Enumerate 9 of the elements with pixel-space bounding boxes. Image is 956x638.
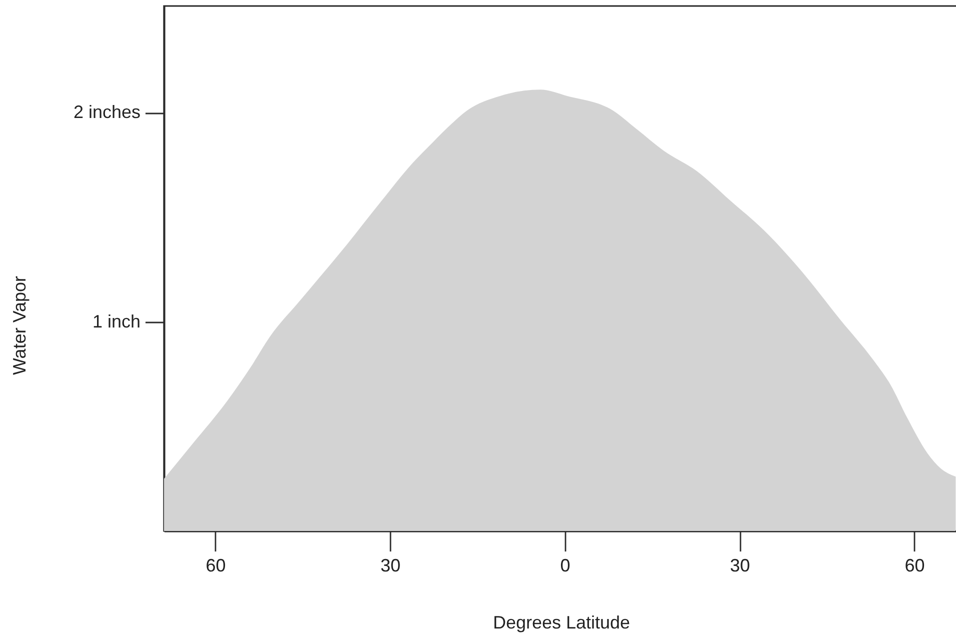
x-tick-label: 30	[380, 556, 401, 576]
y-tick-label: 2 inches	[73, 102, 140, 122]
y-tick-label: 1 inch	[92, 311, 140, 332]
x-tick-label: 0	[560, 556, 570, 576]
x-tick-label: 60	[904, 556, 925, 576]
x-axis-title: Degrees Latitude	[492, 612, 630, 632]
x-tick-label: 60	[206, 556, 226, 576]
y-axis-title: Water Vapor	[10, 276, 30, 376]
x-tick-label: 30	[730, 556, 750, 576]
